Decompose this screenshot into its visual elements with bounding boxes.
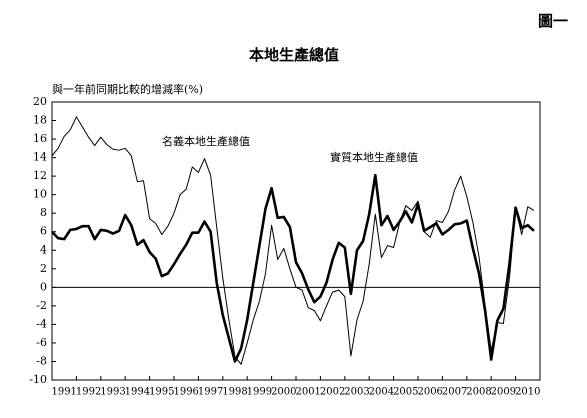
x-tick-label: 2001 [295,387,320,398]
chart-title: 本地生產總值 [249,46,339,64]
y-tick-label: 4 [40,243,47,256]
x-tick-label: 2010 [515,387,540,398]
y-axis-label: 與一年前同期比較的增減率(%) [52,82,203,96]
x-tick-label: 2000 [271,387,296,398]
y-tick-label: 14 [33,151,47,164]
y-tick-label: -2 [36,299,47,312]
x-tick-label: 2003 [344,387,369,398]
x-tick-label: 2008 [466,387,491,398]
x-tick-label: 1998 [222,387,247,398]
series-line [51,116,535,365]
x-tick-label: 1999 [247,387,272,398]
y-tick-label: -10 [29,373,47,386]
y-tick-label: 6 [40,225,47,238]
x-tick-label: 1991 [51,387,76,398]
y-tick-label: 18 [33,114,47,127]
y-tick-label: 2 [40,262,47,275]
x-tick-label: 2004 [369,387,394,398]
y-tick-label: 8 [40,206,47,219]
series-line [51,173,535,363]
series-label: 名義本地生產總值 [162,134,250,148]
plot-frame [51,101,541,381]
x-tick-label: 1997 [198,387,223,398]
x-tick-label: 2002 [320,387,345,398]
x-tick-label: 2009 [491,387,516,398]
series-label: 實質本地生產總值 [330,150,418,164]
y-tick-label: 16 [33,132,47,145]
x-tick-label: 1994 [125,387,150,398]
x-tick-label: 1996 [173,387,198,398]
x-tick-label: 2007 [442,387,467,398]
y-tick-label: 10 [33,188,47,201]
y-tick-label: -6 [36,336,47,349]
y-tick-label: -8 [36,354,47,367]
y-tick-label: 12 [33,169,47,182]
x-tick-label: 1992 [76,387,101,398]
x-tick-label: 2005 [393,387,418,398]
y-tick-label: -4 [36,317,47,330]
figure-label: 圖一 [538,12,568,30]
x-tick-label: 2006 [417,387,442,398]
x-tick-label: 1995 [149,387,174,398]
x-tick-label: 1993 [100,387,125,398]
y-tick-label: 0 [40,280,47,293]
y-tick-label: 20 [33,95,47,108]
